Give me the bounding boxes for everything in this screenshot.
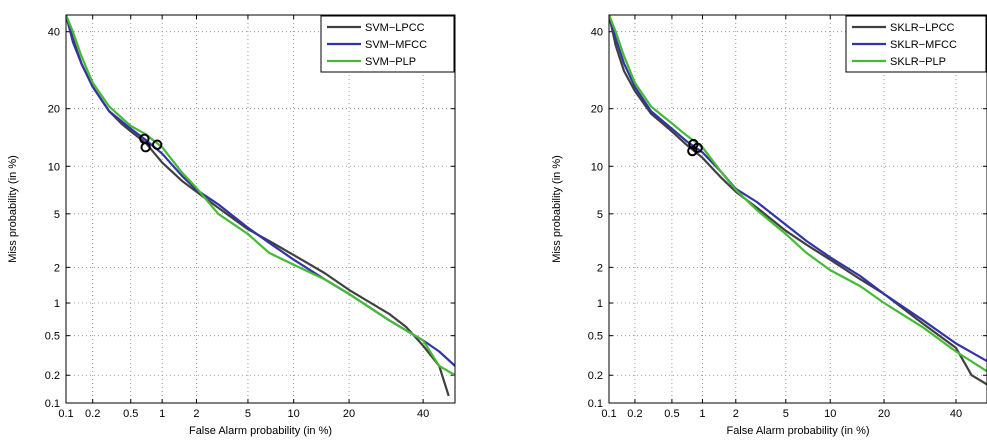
x-tick-label: 10 [824, 408, 836, 420]
legend-label: SKLR−PLP [890, 56, 946, 68]
x-tick-label: 0.1 [601, 408, 616, 420]
y-axis-label: Miss probability (in %) [7, 155, 19, 263]
x-axis-label: False Alarm probability (in %) [726, 425, 869, 437]
plot-frame [608, 14, 987, 404]
x-tick-label: 1 [699, 408, 705, 420]
y-tick-label: 1 [54, 298, 60, 310]
y-tick-label: 5 [597, 209, 603, 221]
operating-point-marker [140, 142, 151, 153]
det-chart-sklr: 0.1 0.2 0.5 1 2 5 10 20 40 0.1 0.2 0.5 1 2 5 10 20 40 SKLR… [551, 14, 987, 437]
x-tick-label: 5 [783, 408, 789, 420]
x-tick-label: 0.1 [58, 408, 73, 420]
plot-frame [65, 14, 456, 404]
legend-label: SKLR−LPCC [890, 22, 955, 34]
y-tick-label: 2 [54, 262, 60, 274]
y-tick-label: 0.2 [45, 370, 60, 382]
x-tick-label: 10 [288, 408, 300, 420]
y-tick-label: 10 [48, 161, 60, 173]
x-tick-label: 0.2 [85, 408, 100, 420]
x-tick-label: 40 [417, 408, 429, 420]
legend: SVM−LPCC SVM−MFCC SVM−PLP [320, 15, 455, 73]
legend-label: SKLR−MFCC [890, 39, 957, 51]
series-line [609, 15, 987, 373]
y-tick-label: 0.1 [45, 398, 60, 410]
x-tick-label: 2 [193, 408, 199, 420]
x-tick-label: 0.2 [627, 408, 642, 420]
x-tick-label: 0.5 [664, 408, 679, 420]
y-tick-label: 0.5 [588, 331, 603, 343]
x-tick-label: 0.5 [123, 408, 138, 420]
y-tick-label: 1 [597, 298, 603, 310]
x-tick-label: 1 [159, 408, 165, 420]
operating-point-marker [688, 138, 699, 150]
x-tick-label: 5 [245, 408, 251, 420]
y-axis-label: Miss probability (in %) [551, 155, 563, 263]
y-tick-label: 20 [591, 104, 603, 116]
y-tick-label: 0.5 [45, 331, 60, 343]
plot-area [66, 15, 455, 403]
det-chart-svm: 0.1 0.2 0.5 1 2 5 10 20 40 0.1 0.2 0.5 1 2 5 10 20 40 SVM−… [7, 14, 456, 437]
series-line [66, 15, 455, 377]
x-tick-label: 20 [878, 408, 890, 420]
y-tick-label: 5 [54, 209, 60, 221]
operating-point-marker [152, 139, 163, 150]
y-tick-label: 10 [591, 161, 603, 173]
x-axis-label: False Alarm probability (in %) [189, 425, 332, 437]
y-tick-label: 40 [591, 27, 603, 39]
y-tick-label: 0.1 [588, 398, 603, 410]
y-tick-label: 40 [48, 27, 60, 39]
legend-label: SVM−MFCC [365, 39, 427, 51]
legend: SKLR−LPCC SKLR−MFCC SKLR−PLP [845, 15, 987, 73]
plot-area [609, 15, 987, 403]
x-tick-label: 20 [343, 408, 355, 420]
x-tick-label: 2 [733, 408, 739, 420]
x-tick-label: 40 [950, 408, 962, 420]
legend-label: SVM−PLP [365, 56, 416, 68]
y-tick-label: 0.2 [588, 370, 603, 382]
legend-label: SVM−LPCC [365, 22, 425, 34]
y-tick-label: 20 [48, 104, 60, 116]
y-tick-label: 2 [597, 262, 603, 274]
